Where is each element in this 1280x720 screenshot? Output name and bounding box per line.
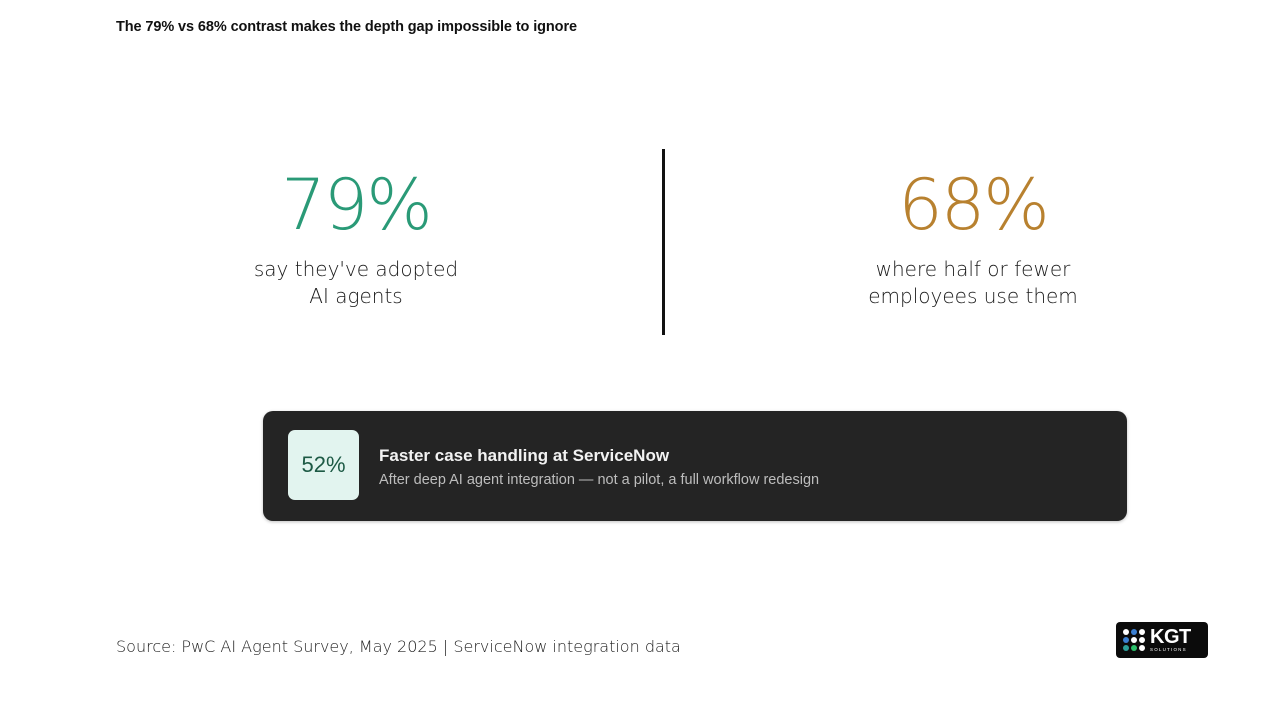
vertical-divider bbox=[662, 149, 665, 335]
callout-badge: 52% bbox=[288, 430, 359, 500]
stat-adoption: 79% say they've adopted AI agents bbox=[176, 160, 536, 310]
stat-caption-adoption: say they've adopted AI agents bbox=[253, 257, 459, 308]
stat-value-usage: 68% bbox=[898, 164, 1050, 246]
callout-title: Faster case handling at ServiceNow bbox=[379, 446, 670, 465]
slide-title: The 79% vs 68% contrast makes the depth … bbox=[116, 19, 577, 35]
callout-subtitle: After deep AI agent integration — not a … bbox=[379, 472, 820, 488]
servicenow-callout: 52% Faster case handling at ServiceNow A… bbox=[263, 411, 1127, 521]
kgt-logo: KGT SOLUTIONS bbox=[1116, 622, 1208, 658]
stat-caption-usage: where half or fewer employees use them bbox=[868, 257, 1078, 308]
logo-name: KGT bbox=[1150, 626, 1191, 649]
logo-tagline: SOLUTIONS bbox=[1150, 647, 1187, 653]
dot-grid-icon bbox=[1123, 629, 1145, 651]
stat-usage: 68% where half or fewer employees use th… bbox=[793, 160, 1153, 310]
source-note: Source: PwC AI Agent Survey, May 2025 | … bbox=[116, 637, 681, 656]
stat-value-adoption: 79% bbox=[281, 164, 433, 246]
logo-text: KGT SOLUTIONS bbox=[1150, 627, 1191, 653]
